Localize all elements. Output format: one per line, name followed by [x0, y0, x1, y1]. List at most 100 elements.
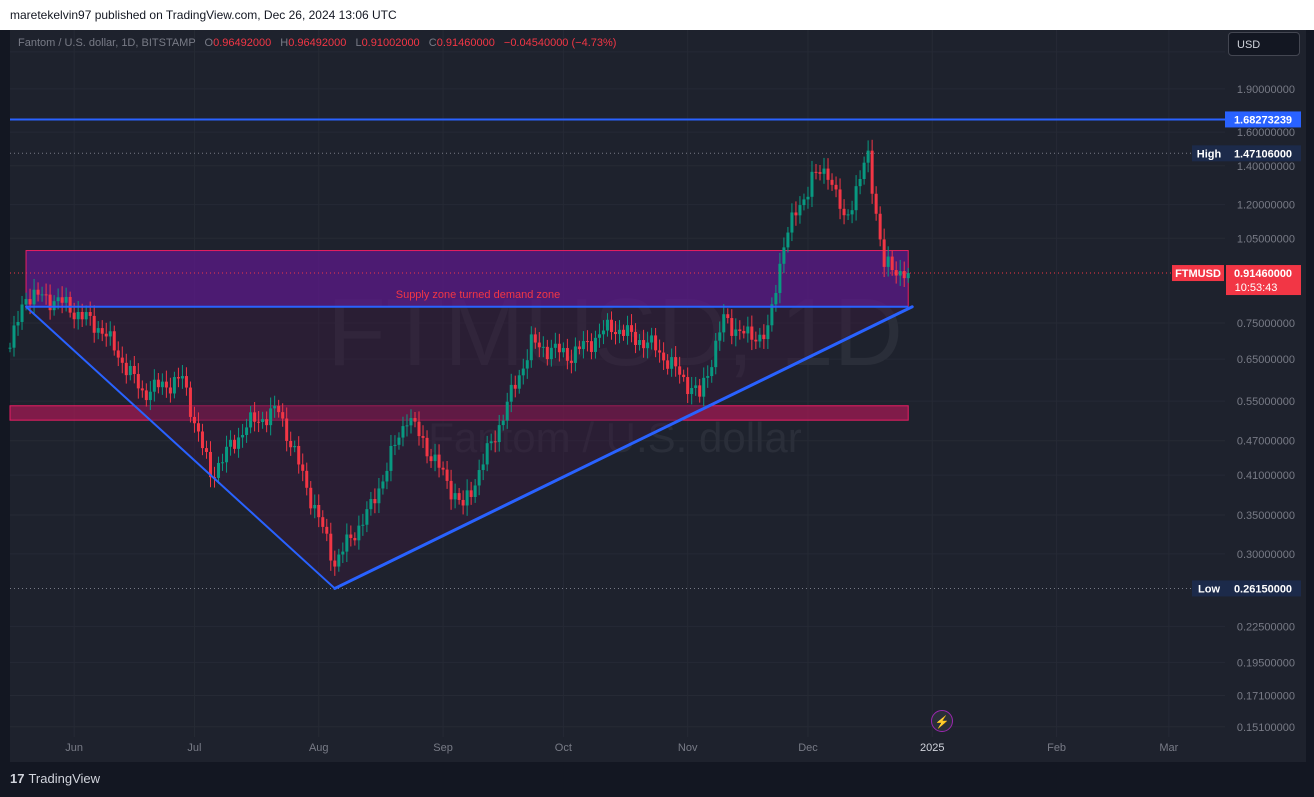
candle — [72, 312, 76, 320]
candle — [413, 418, 417, 422]
candle — [361, 524, 365, 526]
candle — [774, 292, 778, 305]
candle — [401, 426, 405, 438]
candle — [674, 357, 678, 367]
currency-button[interactable]: USD — [1228, 32, 1300, 56]
candle — [778, 263, 782, 293]
last-price-tag-bg — [1226, 265, 1301, 296]
candle — [229, 439, 233, 447]
candle — [746, 326, 750, 334]
candle — [561, 348, 565, 353]
candle — [64, 296, 68, 303]
candle — [84, 312, 88, 320]
candle — [553, 343, 557, 348]
candle — [493, 441, 497, 443]
candle — [626, 325, 630, 336]
candle — [132, 365, 136, 375]
candle — [92, 315, 96, 333]
candle — [325, 526, 329, 534]
y-tick-label: 0.35000000 — [1237, 510, 1295, 522]
candle — [650, 335, 654, 343]
candle — [533, 334, 537, 343]
candle — [365, 509, 369, 525]
candle — [369, 499, 373, 510]
support-zone — [9, 405, 909, 421]
candle — [80, 311, 84, 320]
candle — [140, 388, 144, 391]
candle — [217, 462, 221, 478]
y-tick-label: 1.05000000 — [1237, 233, 1295, 245]
candle — [405, 425, 409, 427]
candle — [658, 350, 662, 353]
candle — [281, 412, 285, 419]
candle — [642, 340, 646, 349]
candle — [489, 441, 493, 444]
candle — [754, 339, 758, 342]
candle — [196, 423, 200, 432]
candle — [289, 440, 293, 448]
candle — [722, 314, 726, 333]
candle — [569, 360, 573, 363]
candle — [437, 454, 441, 468]
candle — [862, 162, 866, 179]
candle — [421, 436, 425, 438]
candle — [557, 343, 561, 353]
x-tick-label: Dec — [798, 742, 818, 754]
candle — [465, 490, 469, 506]
candle — [666, 360, 670, 369]
candles — [8, 139, 910, 576]
candle — [433, 454, 437, 462]
y-tick-label: 0.19500000 — [1237, 657, 1295, 669]
legend-c-label: C — [428, 37, 437, 49]
low-tag-label-bg — [1192, 580, 1226, 597]
candle — [60, 297, 64, 303]
candle — [152, 379, 156, 392]
candle — [906, 273, 910, 279]
tradingview-logo[interactable]: 17 TradingView — [10, 771, 100, 786]
candle — [898, 270, 902, 276]
x-tick-label: Sep — [433, 742, 453, 754]
legend-h-label: H — [280, 37, 289, 49]
y-tick-label: 0.41000000 — [1237, 470, 1295, 482]
candle — [618, 329, 622, 335]
high-tag-label-bg — [1192, 145, 1226, 162]
candle — [497, 425, 501, 443]
candle — [585, 341, 589, 343]
candle — [806, 196, 810, 200]
candle — [309, 487, 313, 509]
candle — [104, 333, 108, 337]
candle — [794, 212, 798, 216]
candle — [96, 328, 100, 333]
candle — [605, 319, 609, 331]
candle — [24, 299, 28, 305]
candle — [277, 405, 281, 413]
candle — [381, 481, 385, 489]
high-tag-value: 1.47106000 — [1234, 148, 1292, 160]
candle — [136, 374, 140, 389]
candle — [521, 368, 525, 376]
candle — [225, 446, 229, 463]
countdown: 10:53:43 — [1235, 282, 1278, 294]
candle — [886, 256, 890, 267]
legend-change: −0.04540000 (−4.73%) — [503, 37, 617, 49]
candle — [738, 329, 742, 332]
ohlc-legend: Fantom / U.S. dollar, 1D, BITSTAMP O0.96… — [18, 37, 616, 49]
tv-brand: TradingView — [28, 771, 101, 786]
candle — [317, 504, 321, 518]
candle — [802, 199, 806, 206]
candle — [473, 485, 477, 497]
candle — [160, 381, 164, 388]
candle — [537, 342, 541, 348]
lightning-icon[interactable]: ⚡ — [931, 710, 953, 732]
candle — [866, 150, 870, 163]
legend-o-value: 0.96492000 — [213, 37, 272, 49]
candle — [389, 445, 393, 471]
candle — [822, 168, 826, 174]
candle — [469, 490, 473, 497]
candle — [477, 470, 481, 486]
candle — [902, 270, 906, 279]
chart-pane[interactable] — [10, 30, 1306, 762]
candle — [457, 493, 461, 500]
candle — [601, 330, 605, 335]
